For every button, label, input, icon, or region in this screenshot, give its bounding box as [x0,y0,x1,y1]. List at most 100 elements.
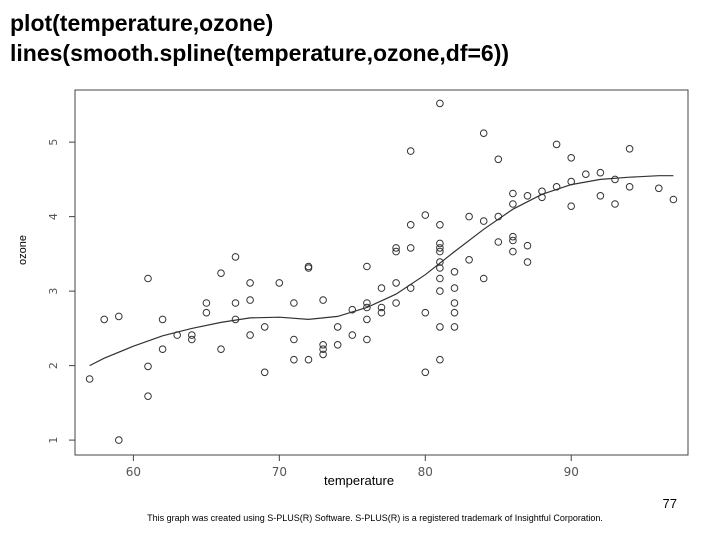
data-point [377,308,386,317]
data-point [144,362,152,371]
data-point [202,299,211,307]
data-point [552,140,561,149]
data-point [217,269,225,278]
x-tick-label: 80 [418,465,433,479]
data-point [158,345,167,354]
data-point [188,331,196,339]
data-point [392,299,400,307]
data-point [436,274,444,283]
data-point [450,308,459,317]
data-point [231,315,240,324]
data-point [450,299,459,307]
smooth-spline-line [89,175,674,367]
data-point [115,436,123,444]
data-point [290,355,298,364]
data-point [421,368,430,377]
data-point [260,323,269,331]
data-point [392,247,400,256]
data-point [523,258,532,266]
footnote: This graph was created using S-PLUS(R) S… [147,513,603,523]
title-line-2: lines(smooth.spline(temperature,ozone,df… [10,40,510,66]
data-point [363,335,371,344]
data-point [333,323,342,331]
data-point [377,303,386,312]
y-tick-label: 3 [47,288,60,295]
data-point [421,308,430,317]
data-point [319,345,327,354]
data-point [406,147,415,155]
data-point [436,247,444,256]
data-point [465,212,473,221]
data-point [523,192,532,200]
data-point [582,170,590,178]
data-point [436,244,444,252]
data-point [144,274,152,283]
page-number: 77 [662,496,677,511]
data-point [436,99,444,108]
data-point [392,279,400,287]
data-point [669,195,678,204]
data-point [421,211,430,219]
data-point [450,323,459,331]
data-point [552,183,561,191]
data-point [655,184,663,193]
plot-frame [74,89,689,456]
data-point [465,256,473,264]
data-point [246,331,254,339]
data-point [333,341,342,349]
data-point [494,155,503,164]
data-point [290,299,298,307]
x-tick-label: 90 [564,465,579,479]
data-point [625,183,634,191]
data-point [275,279,284,287]
data-point [246,296,254,304]
data-point [567,154,576,162]
y-axis-label: ozone [17,235,29,265]
data-point [436,355,444,364]
data-point [202,308,211,317]
data-point [158,315,167,324]
data-point [523,241,532,250]
data-point [479,217,488,225]
data-point [509,247,517,256]
data-point [217,345,225,354]
data-point [406,244,415,252]
data-point [173,331,181,339]
title-line-1: plot(temperature,ozone) [10,10,274,36]
data-point [494,212,503,221]
data-point [363,262,371,271]
data-point [290,335,298,344]
data-point [567,177,576,186]
x-tick-label: 70 [272,465,287,479]
slide-title: plot(temperature,ozone) lines(smooth.spl… [10,8,509,68]
data-point [436,323,444,331]
data-point [348,331,357,339]
data-point [509,236,517,245]
data-point [188,335,196,344]
data-point [304,355,313,364]
y-tick-label: 1 [47,437,60,444]
data-point [538,193,546,202]
data-point [392,244,400,252]
data-point [611,200,619,208]
data-point [144,392,152,401]
data-point [231,253,240,261]
data-point [363,315,371,324]
data-point [450,268,459,276]
data-point [115,312,123,321]
data-point [260,368,269,377]
data-point [246,279,254,287]
data-point [479,129,488,137]
data-point [436,264,444,272]
data-point [319,341,327,349]
data-point [494,238,503,246]
data-point [377,284,386,292]
data-point [231,299,240,307]
data-point [596,192,605,200]
data-point [625,145,634,153]
data-point [304,264,313,272]
data-point [509,189,517,198]
x-axis-label: temperature [324,473,395,488]
data-point [509,200,517,208]
